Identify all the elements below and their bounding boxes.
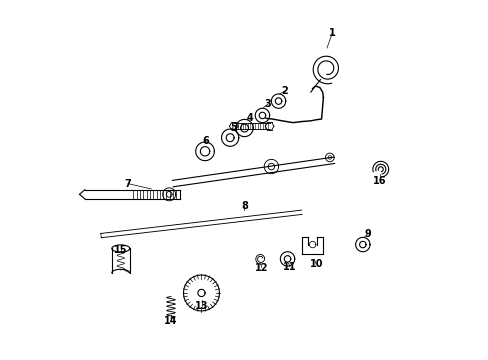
Text: 3: 3 [264,99,271,109]
Text: 13: 13 [195,301,208,311]
Text: 14: 14 [164,316,177,325]
Text: 12: 12 [254,262,268,273]
Text: 8: 8 [241,201,247,211]
Text: 5: 5 [229,122,236,132]
Text: 15: 15 [114,245,127,255]
Text: 10: 10 [309,259,322,269]
Text: 7: 7 [124,179,131,189]
Text: 11: 11 [283,262,296,272]
Text: 1: 1 [328,28,335,38]
Text: 9: 9 [364,229,370,239]
Text: 16: 16 [372,176,386,186]
Text: 4: 4 [245,113,252,123]
Text: 6: 6 [203,136,209,145]
Text: 2: 2 [281,86,287,96]
